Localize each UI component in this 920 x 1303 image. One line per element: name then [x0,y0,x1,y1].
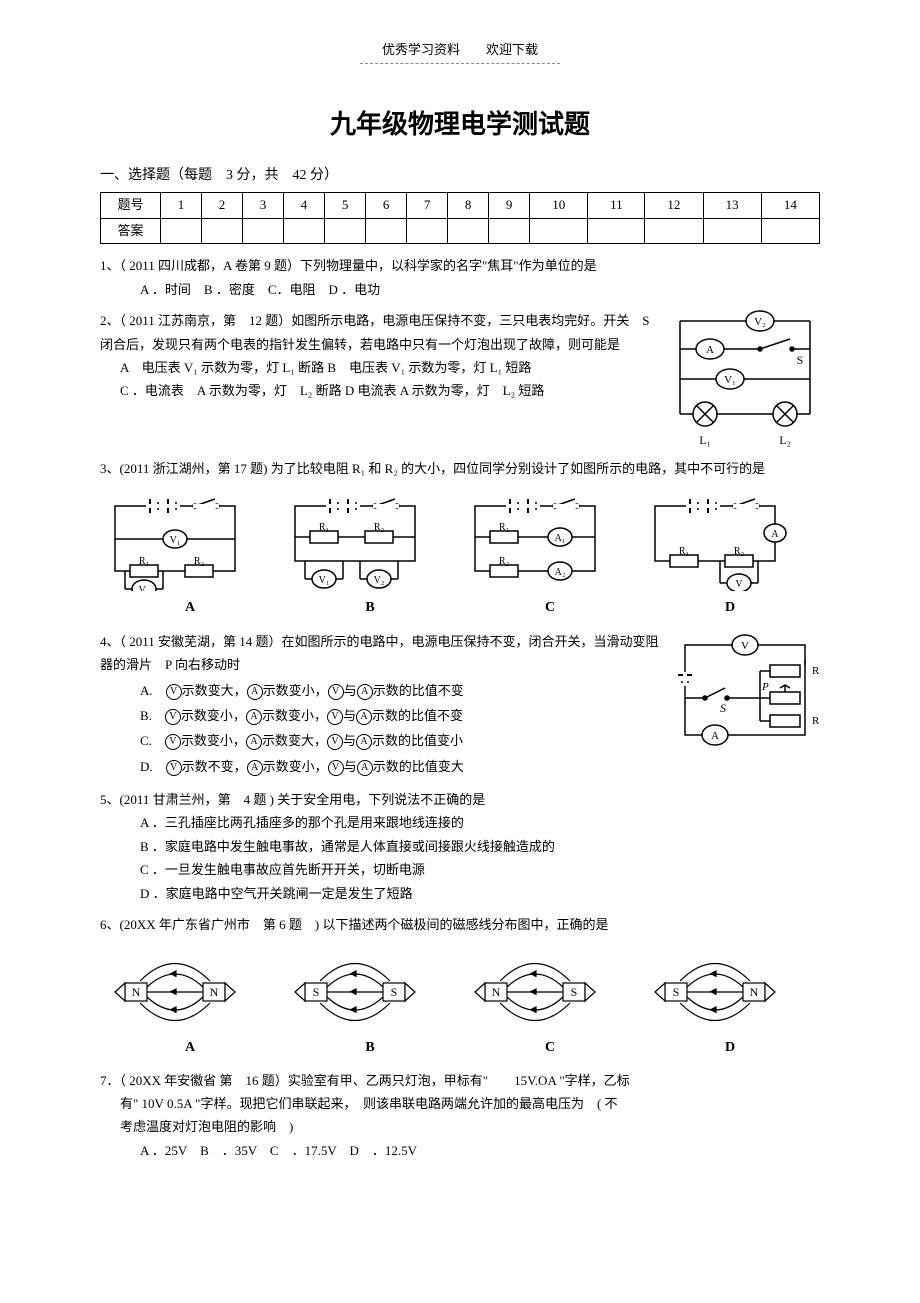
q3-circuit-row: V₁ R₁ R₂ V₂ A [100,491,820,620]
question-4: V R₂ P R₁ S A 4、（ 2011 安徽芜湖，第 14 题）在如图所示… [100,630,820,780]
table-row-header: 题号 1 2 3 4 5 6 7 8 9 10 11 12 13 14 [101,192,820,218]
q3-circuit-a: V₁ R₁ R₂ V₂ A [100,491,280,620]
row-label: 题号 [101,192,161,218]
svg-text:R₁: R₁ [812,715,820,727]
svg-text:S: S [673,985,680,999]
q6-diagram-a: N N A [100,951,280,1060]
q3-circuit-c: R₁ A₁ R₂ A₂ C [460,491,640,620]
question-3: 3、(2011 浙江湖州，第 17 题) 为了比较电阻 R₁ 和 R₂ 的大小，… [100,457,820,620]
q6-diagram-d: S N D [640,951,820,1060]
page-header: 优秀学习资料 欢迎下载 [100,40,820,61]
svg-text:A₂: A₂ [555,567,566,578]
question-6: 6、(20XX 年广东省广州市 第 6 题 ) 以下描述两个磁极间的磁感线分布图… [100,913,820,1061]
svg-text:N: N [132,985,141,999]
question-7: 7．（ 20XX 年安徽省 第 16 题）实验室有甲、乙两只灯泡，甲标有" 15… [100,1069,820,1163]
svg-text:A: A [706,344,714,356]
question-2: V₂ A S V₁ L₁ L₂ 2、（ 2011 江苏南京，第 12 题）如图所… [100,309,820,449]
svg-text:R₂: R₂ [734,546,744,557]
svg-text:V₁: V₁ [724,374,736,386]
svg-text:R₂: R₂ [194,556,204,567]
svg-text:N: N [492,985,501,999]
svg-text:S: S [313,985,320,999]
svg-text:V₂: V₂ [139,585,150,591]
svg-text:R₁: R₁ [319,522,329,533]
svg-text:A₁: A₁ [555,533,566,544]
svg-text:S: S [797,353,804,367]
document-title: 九年级物理电学测试题 [100,104,820,146]
q6-diagram-c: N S C [460,951,640,1060]
header-underline [360,63,560,64]
svg-text:V: V [741,640,749,652]
table-row-answers: 答案 [101,218,820,244]
header-right: 欢迎下载 [486,42,538,57]
q3-circuit-d: A R₁ R₂ V D [640,491,820,620]
svg-text:R₂: R₂ [374,522,384,533]
svg-text:V: V [735,579,743,590]
svg-text:L₂: L₂ [779,433,791,447]
q1-options: A ．时间 B ．密度 C．电阻 D ．电功 [100,278,820,301]
svg-text:R₁: R₁ [499,522,509,533]
svg-text:R₂: R₂ [812,665,820,677]
svg-text:R₂: R₂ [499,556,509,567]
header-left: 优秀学习资料 [382,42,460,57]
q6-diagram-b: S S B [280,951,460,1060]
q4-circuit-diagram: V R₂ P R₁ S A [670,630,820,750]
svg-text:S: S [571,985,578,999]
svg-text:V₂: V₂ [374,575,385,586]
svg-text:N: N [210,985,219,999]
q4-option-d: D. V示数不变，A示数变小，V与A示数的比值变大 [140,755,820,778]
svg-text:V₂: V₂ [754,316,766,328]
svg-text:V₁: V₁ [319,575,330,586]
svg-text:A: A [771,529,779,540]
question-1: 1、（ 2011 四川成都，A 卷第 9 题）下列物理量中，以科学家的名字"焦耳… [100,254,820,301]
section-1-heading: 一、选择题（每题 3 分，共 42 分） [100,165,820,187]
q6-diagram-row: N N A [100,951,820,1060]
question-5: 5、(2011 甘肃兰州，第 4 题 ) 关于安全用电，下列说法不正确的是 A … [100,788,820,905]
svg-text:L₁: L₁ [699,433,711,447]
svg-text:V₁: V₁ [170,535,181,546]
svg-text:S: S [720,701,726,715]
svg-text:S: S [391,985,398,999]
svg-text:N: N [750,985,759,999]
q3-circuit-b: R₁ R₂ V₁ V₂ B [280,491,460,620]
row-label: 答案 [101,218,161,244]
svg-text:P: P [761,681,769,693]
svg-text:R₁: R₁ [679,546,689,557]
svg-text:R₁: R₁ [139,556,149,567]
answer-table: 题号 1 2 3 4 5 6 7 8 9 10 11 12 13 14 答案 [100,192,820,245]
q2-circuit-diagram: V₂ A S V₁ L₁ L₂ [660,309,820,449]
svg-text:A: A [711,730,719,742]
